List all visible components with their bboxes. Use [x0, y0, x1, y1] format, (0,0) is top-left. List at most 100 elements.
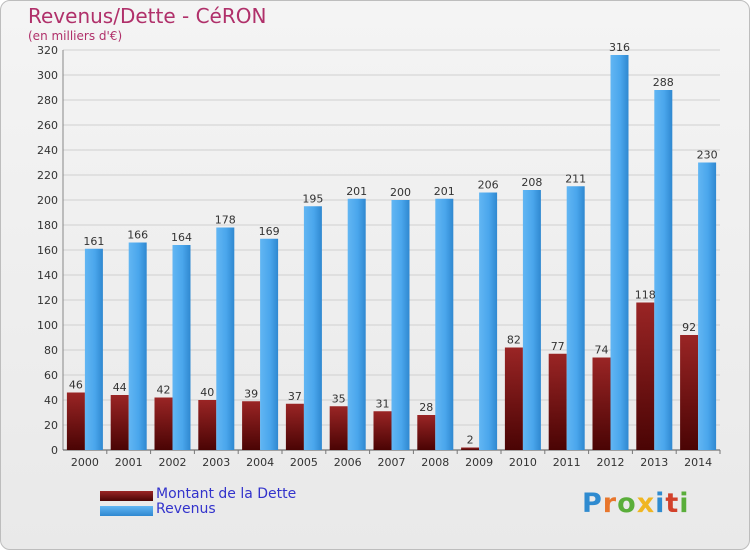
x-tick-label: 2013: [640, 456, 668, 469]
x-tick-label: 2014: [684, 456, 712, 469]
data-label-dette: 31: [376, 397, 390, 410]
bar-dette: [66, 392, 85, 450]
legend-swatch-dette: [100, 491, 153, 501]
data-label-dette: 42: [157, 384, 171, 397]
bar-revenus: [172, 245, 191, 450]
data-label-revenus: 161: [83, 235, 104, 248]
data-label-revenus: 166: [127, 229, 148, 242]
data-label-revenus: 288: [653, 76, 674, 89]
y-tick-label: 280: [37, 94, 58, 107]
data-label-revenus: 211: [565, 172, 586, 185]
legend-label-revenus: Revenus: [156, 501, 216, 517]
data-label-revenus: 200: [390, 186, 411, 199]
bar-revenus: [216, 227, 235, 450]
data-label-dette: 46: [69, 379, 83, 392]
bar-revenus: [391, 200, 410, 450]
data-label-dette: 28: [419, 401, 433, 414]
y-tick-label: 200: [37, 194, 58, 207]
y-tick-label: 100: [37, 319, 58, 332]
y-tick-label: 160: [37, 244, 58, 257]
logo-letter: r: [602, 488, 618, 519]
chart-subtitle: (en milliers d'€): [28, 29, 123, 43]
y-tick-label: 40: [44, 394, 58, 407]
data-label-revenus: 195: [302, 192, 323, 205]
bar-revenus: [260, 238, 279, 450]
data-label-dette: 44: [113, 381, 127, 394]
bar-revenus: [84, 248, 103, 450]
x-tick-label: 2007: [378, 456, 406, 469]
bar-dette: [373, 411, 392, 450]
bar-revenus: [698, 162, 717, 450]
y-tick-label: 220: [37, 169, 58, 182]
bar-dette: [242, 401, 261, 450]
data-label-dette: 74: [595, 344, 609, 357]
logo-letter: i: [655, 488, 666, 519]
y-tick-label: 240: [37, 144, 58, 157]
bar-dette: [198, 400, 217, 450]
x-tick-label: 2012: [597, 456, 625, 469]
data-label-revenus: 201: [346, 185, 367, 198]
data-label-dette: 37: [288, 390, 302, 403]
y-tick-label: 120: [37, 294, 58, 307]
x-tick-label: 2008: [421, 456, 449, 469]
x-tick-label: 2000: [71, 456, 99, 469]
legend-label-dette: Montant de la Dette: [156, 486, 297, 502]
data-label-dette: 92: [682, 321, 696, 334]
x-tick-label: 2005: [290, 456, 318, 469]
y-tick-label: 180: [37, 219, 58, 232]
x-tick-label: 2006: [334, 456, 362, 469]
bar-dette: [329, 406, 348, 450]
bar-dette: [636, 302, 655, 450]
x-tick-label: 2010: [509, 456, 537, 469]
bar-dette: [548, 353, 567, 450]
data-label-dette: 2: [467, 434, 474, 447]
x-tick-label: 2009: [465, 456, 493, 469]
logo-letter: P: [582, 488, 603, 519]
logo-letter: t: [665, 488, 680, 519]
logo-letter: i: [679, 488, 690, 519]
y-tick-label: 140: [37, 269, 58, 282]
data-label-revenus: 316: [609, 41, 630, 54]
bar-dette: [461, 447, 480, 450]
bar-dette: [154, 397, 173, 450]
data-label-dette: 35: [332, 392, 346, 405]
x-tick-label: 2004: [246, 456, 274, 469]
data-label-revenus: 230: [697, 149, 718, 162]
bar-revenus: [435, 198, 454, 450]
logo-letter: o: [617, 488, 637, 519]
data-label-revenus: 206: [478, 179, 499, 192]
y-tick-label: 320: [37, 44, 58, 57]
bar-revenus: [479, 192, 498, 450]
bar-revenus: [347, 198, 366, 450]
data-label-dette: 77: [551, 340, 565, 353]
data-label-dette: 118: [635, 289, 656, 302]
y-tick-label: 20: [44, 419, 58, 432]
x-tick-label: 2011: [553, 456, 581, 469]
data-label-revenus: 178: [215, 214, 236, 227]
bar-dette: [592, 357, 611, 450]
y-tick-label: 260: [37, 119, 58, 132]
proxiti-logo: Proxiti: [582, 488, 690, 519]
data-label-revenus: 201: [434, 185, 455, 198]
bar-revenus: [654, 90, 673, 450]
bar-revenus: [303, 206, 322, 450]
y-tick-label: 60: [44, 369, 58, 382]
logo-letter: x: [636, 488, 656, 519]
x-tick-label: 2001: [115, 456, 143, 469]
bar-dette: [285, 403, 304, 450]
bar-dette: [504, 347, 523, 450]
chart-title: Revenus/Dette - CéRON: [28, 4, 267, 28]
legend-swatch-revenus: [100, 506, 153, 516]
data-label-dette: 40: [200, 386, 214, 399]
x-tick-label: 2003: [202, 456, 230, 469]
bar-dette: [110, 395, 129, 450]
bar-dette: [417, 415, 436, 450]
bar-revenus: [522, 190, 541, 450]
data-label-dette: 82: [507, 334, 521, 347]
data-label-revenus: 164: [171, 231, 192, 244]
bar-revenus: [610, 55, 629, 450]
data-label-revenus: 169: [259, 225, 280, 238]
bar-dette: [680, 335, 699, 450]
data-label-dette: 39: [244, 387, 258, 400]
